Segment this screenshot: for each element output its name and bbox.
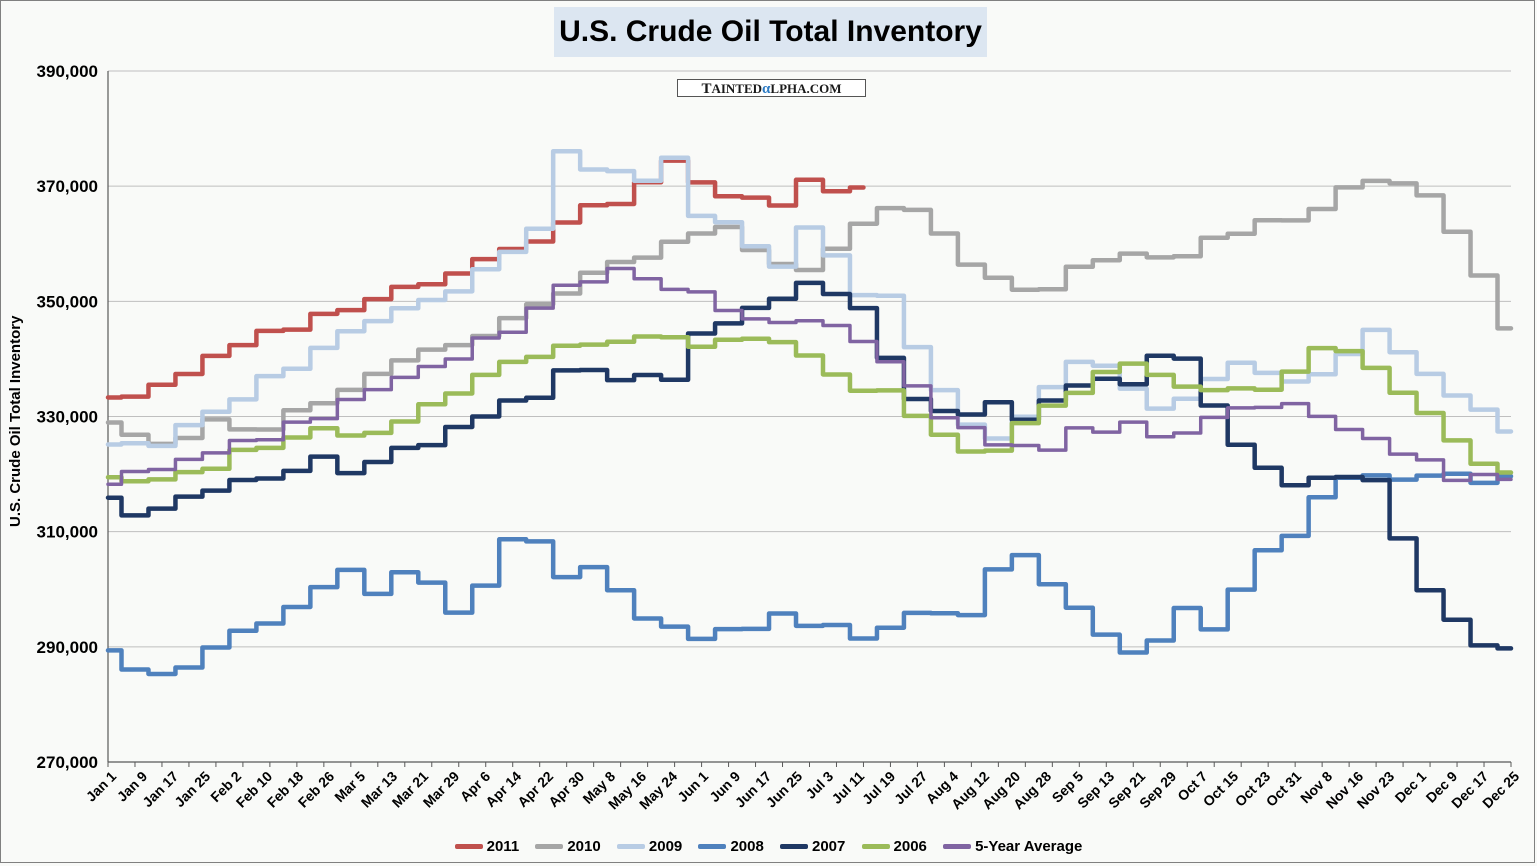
svg-text:310,000: 310,000 [37,523,98,542]
svg-text:330,000: 330,000 [37,408,98,427]
svg-text:370,000: 370,000 [37,177,98,196]
svg-text:270,000: 270,000 [37,753,98,772]
svg-text:350,000: 350,000 [37,292,98,311]
svg-text:290,000: 290,000 [37,638,98,657]
svg-text:390,000: 390,000 [37,62,98,81]
